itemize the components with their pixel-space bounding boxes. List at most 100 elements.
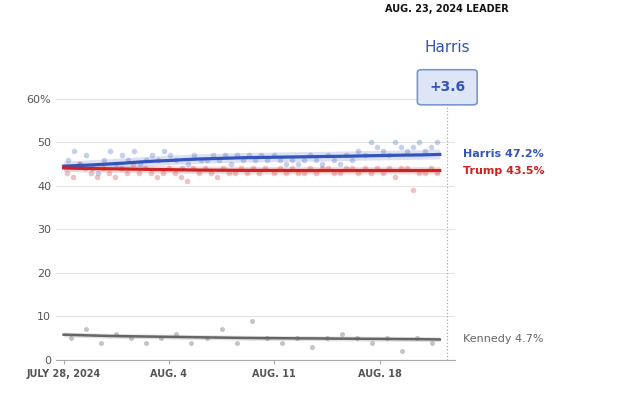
- Point: [66, 335, 76, 342]
- Point: [352, 335, 362, 342]
- Point: [282, 169, 292, 176]
- Point: [105, 148, 115, 154]
- Point: [330, 169, 340, 176]
- Point: [384, 165, 394, 172]
- Point: [212, 174, 222, 180]
- Point: [123, 156, 133, 163]
- Point: [152, 174, 162, 180]
- Point: [414, 169, 424, 176]
- Point: [226, 161, 235, 167]
- Point: [389, 174, 399, 180]
- Point: [232, 152, 242, 159]
- Point: [397, 348, 407, 355]
- Point: [292, 335, 302, 342]
- Point: [182, 178, 192, 185]
- Point: [420, 148, 430, 154]
- Point: [69, 148, 79, 154]
- Point: [337, 330, 347, 337]
- Point: [262, 335, 272, 342]
- Point: [158, 169, 168, 176]
- Point: [353, 148, 363, 154]
- Point: [305, 165, 315, 172]
- Point: [269, 169, 279, 176]
- Point: [189, 152, 199, 159]
- Point: [432, 169, 442, 176]
- Point: [176, 174, 186, 180]
- Point: [330, 156, 340, 163]
- Point: [98, 165, 108, 172]
- Point: [299, 156, 309, 163]
- Point: [242, 169, 252, 176]
- Point: [171, 330, 181, 337]
- Point: [128, 161, 138, 167]
- Point: [396, 165, 406, 172]
- Point: [407, 187, 417, 193]
- Point: [317, 165, 327, 172]
- Point: [164, 165, 174, 172]
- Point: [426, 143, 435, 150]
- Point: [75, 161, 85, 167]
- Point: [141, 339, 151, 346]
- Point: [396, 143, 406, 150]
- Point: [196, 156, 206, 163]
- Point: [130, 148, 140, 154]
- Point: [81, 152, 91, 159]
- Point: [170, 169, 180, 176]
- Point: [359, 165, 369, 172]
- Point: [81, 326, 91, 333]
- Point: [420, 169, 430, 176]
- Point: [184, 161, 194, 167]
- Point: [126, 335, 136, 342]
- Point: [86, 169, 96, 176]
- Point: [250, 156, 260, 163]
- Point: [92, 174, 102, 180]
- Point: [305, 152, 315, 159]
- Point: [323, 152, 333, 159]
- Point: [112, 161, 121, 167]
- Point: [299, 169, 309, 176]
- Point: [282, 161, 292, 167]
- Point: [293, 169, 303, 176]
- Point: [117, 152, 127, 159]
- Point: [214, 156, 224, 163]
- Point: [178, 165, 188, 172]
- Point: [68, 174, 78, 180]
- Point: [307, 344, 317, 350]
- Point: [104, 169, 114, 176]
- Point: [312, 156, 321, 163]
- Point: [389, 139, 399, 146]
- Point: [348, 165, 358, 172]
- Point: [402, 148, 412, 154]
- Point: [323, 165, 333, 172]
- Point: [341, 152, 351, 159]
- Point: [148, 152, 158, 159]
- Point: [232, 339, 242, 346]
- Text: Harris 47.2%: Harris 47.2%: [463, 149, 544, 160]
- Point: [378, 169, 388, 176]
- Point: [384, 152, 394, 159]
- Point: [341, 165, 351, 172]
- Point: [335, 169, 345, 176]
- Point: [224, 169, 234, 176]
- Point: [218, 165, 228, 172]
- Point: [80, 165, 90, 172]
- Point: [248, 165, 258, 172]
- Point: [366, 139, 376, 146]
- Point: [146, 169, 156, 176]
- Point: [335, 161, 345, 167]
- Point: [96, 339, 106, 346]
- Point: [194, 169, 204, 176]
- Point: [135, 161, 145, 167]
- Point: [293, 161, 303, 167]
- Point: [166, 152, 176, 159]
- Point: [188, 165, 198, 172]
- Point: [412, 335, 422, 342]
- Point: [122, 169, 132, 176]
- Point: [359, 152, 369, 159]
- Point: [414, 139, 424, 146]
- Point: [93, 169, 103, 176]
- Point: [62, 169, 72, 176]
- Point: [207, 152, 217, 159]
- Point: [277, 339, 287, 346]
- Text: Kennedy 4.7%: Kennedy 4.7%: [463, 335, 544, 344]
